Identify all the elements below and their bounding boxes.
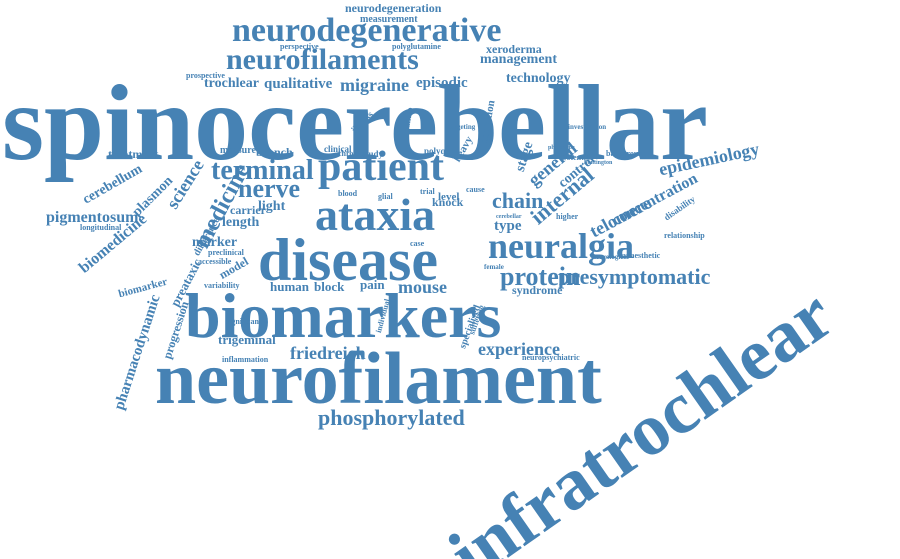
word-relationship: relationship xyxy=(664,231,705,240)
word-cerebellar: cerebellar xyxy=(496,214,522,220)
word-neuralgia: neuralgia xyxy=(488,226,635,266)
word-accessible: accessible xyxy=(198,257,232,266)
word-measure: measure xyxy=(220,145,256,156)
word-presymptomatic: presymptomatic xyxy=(558,264,711,289)
word-ataxia: ataxia xyxy=(315,189,436,240)
word-qualitative: qualitative xyxy=(264,76,333,92)
word-block: block xyxy=(314,279,345,294)
word-length: length xyxy=(222,215,260,230)
word-glial: glial xyxy=(378,192,393,201)
word-migraine: migraine xyxy=(340,75,409,95)
word-cause: cause xyxy=(466,185,485,194)
word-neurofilaments: neurofilaments xyxy=(226,43,419,76)
word-study: study xyxy=(362,149,384,159)
word-anaesthetic: anaesthetic xyxy=(622,251,661,260)
word-phosphorylated: phosphorylated xyxy=(318,405,465,430)
word-investigation: investigation xyxy=(568,123,607,131)
word-pigmentosum: pigmentosum xyxy=(46,209,139,226)
word-carrier: carrier xyxy=(230,203,266,217)
word-blood: blood xyxy=(338,189,358,198)
word-treatment: treatment xyxy=(108,147,159,161)
word-knock: knock xyxy=(432,195,464,209)
word-marker: marker xyxy=(192,235,238,250)
word-trochlear: trochlear xyxy=(204,76,259,91)
word-nerve: nerve xyxy=(238,174,301,203)
word-chain: chain xyxy=(492,188,544,213)
word-management: management xyxy=(480,52,557,67)
word-female: female xyxy=(484,263,504,271)
word-pain: pain xyxy=(360,277,385,292)
word-light: light xyxy=(258,199,286,214)
word-neurological: neurological xyxy=(592,253,629,261)
word-terminal: terminal xyxy=(211,155,314,186)
word-polyq: polyq xyxy=(424,146,446,156)
word-patient: patient xyxy=(318,144,444,190)
word-significant: significant xyxy=(226,317,262,326)
word-level: level xyxy=(438,191,460,203)
word-huntington: huntington xyxy=(584,160,613,166)
word-higher: higher xyxy=(556,212,579,221)
word-technology: technology xyxy=(506,71,571,86)
word-type: type xyxy=(494,218,522,234)
word-neurodegeneration: neurodegeneration xyxy=(345,1,442,15)
word-perspective: perspective xyxy=(280,42,319,51)
word-background: background xyxy=(606,149,648,158)
word-neurodegenerative: neurodegenerative xyxy=(232,12,502,49)
word-polyglutamine: polyglutamine xyxy=(392,42,441,51)
word-protein: protein xyxy=(500,262,581,291)
word-experience: experience xyxy=(478,339,560,359)
word-trial: trial xyxy=(420,187,435,196)
word-chronic: chronic xyxy=(338,149,364,158)
word-syndrome: syndrome xyxy=(512,283,563,297)
word-neurofilament: neurofilament xyxy=(155,338,602,420)
word-inflammation: inflammation xyxy=(222,355,269,364)
word-trigeminal: trigeminal xyxy=(218,332,276,347)
word-branch: branch xyxy=(256,145,293,159)
word-human: human xyxy=(270,279,310,294)
word-prospective: prospective xyxy=(186,71,225,80)
word-measurement: measurement xyxy=(360,14,418,25)
word-case: case xyxy=(410,239,425,248)
word-phenotype: phenotype xyxy=(548,145,575,151)
word-preclinical: preclinical xyxy=(208,248,244,257)
word-variability: variability xyxy=(204,281,240,290)
word-mouse: mouse xyxy=(398,277,447,297)
word-potential: potential xyxy=(562,153,593,162)
word-disease: disease xyxy=(258,227,438,293)
word-neuropsychiatric: neuropsychiatric xyxy=(522,353,580,362)
word-friedreich: friedreich xyxy=(290,343,366,363)
word-episodic: episodic xyxy=(416,75,468,91)
word-longitudinal: longitudinal xyxy=(80,223,122,232)
word-spinocerebellar: spinocerebellar xyxy=(2,64,708,183)
word-xeroderma: xeroderma xyxy=(486,42,542,56)
word-biomarkers: biomarkers xyxy=(185,280,502,351)
word-clinical: clinical xyxy=(324,144,352,154)
word-targeting: targeting xyxy=(448,123,476,131)
